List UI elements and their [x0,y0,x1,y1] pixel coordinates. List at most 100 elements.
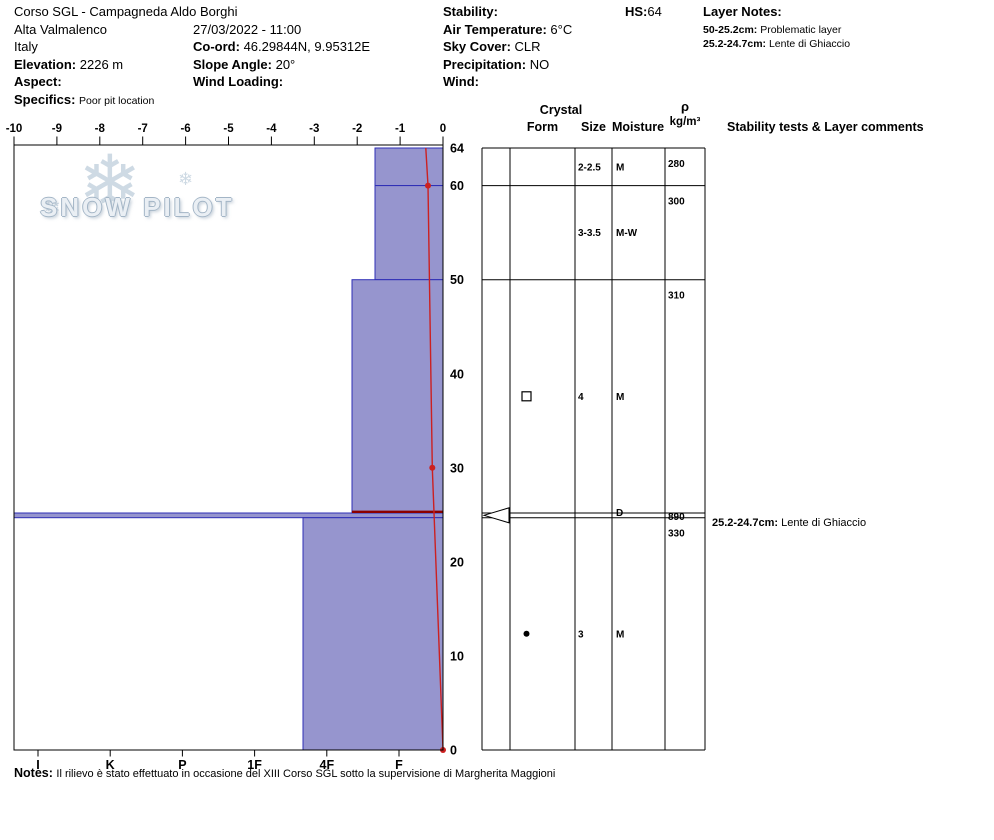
layer-comment: 25.2-24.7cm: Lente di Ghiaccio [712,517,866,529]
layer-note-text: Lente di Ghiaccio [768,38,851,50]
comments-column-header: Stability tests & Layer comments [727,120,924,134]
temp-axis-label: -5 [223,123,234,135]
layer-note-range: 25.2-24.7cm: [703,38,767,50]
temp-axis-label: 0 [440,123,446,135]
notes-label: Notes: [14,766,53,780]
hardness-axis-label: K [106,758,115,772]
temp-axis-label: -3 [309,123,319,135]
hardness-axis-label: 4F [320,758,335,772]
crystal-size-value: 3 [578,629,584,640]
crystal-size-value: 4 [578,392,584,403]
density-symbol-header: ρ [680,99,690,114]
specifics-value: Poor pit location [79,94,155,107]
density-value: 330 [668,529,685,540]
depth-axis-label: 0 [450,744,457,758]
temperature-line [425,147,444,751]
crystal-form-round-icon [523,630,530,637]
coordinates-label: Co-ord: [193,39,240,54]
layer-comment-text: Lente di Ghiaccio [778,516,867,529]
density-value: 310 [668,291,685,302]
slope-angle-field: Slope Angle: 20° [193,57,295,72]
hs-label: HS: [625,4,648,19]
hardness-bar [13,512,444,519]
precipitation-value: NO [529,56,550,72]
specifics-field: Specifics: Poor pit location [14,92,154,109]
layer-note: 50-25.2cm: Problematic layer [703,24,841,36]
crystal-form-facets-icon [521,391,532,402]
moisture-value: M-W [616,228,638,239]
moisture-value: M [616,629,624,640]
layer-note-text: Problematic layer [760,24,842,36]
air-temperature-field: Air Temperature: 6°C [443,22,572,37]
wind-label: Wind: [443,74,479,89]
layer-note: 25.2-24.7cm: Lente di Ghiaccio [703,38,850,50]
sky-cover-field: Sky Cover: CLR [443,39,541,54]
crystal-column-header: Crystal [539,103,583,117]
pit-title-text: Corso SGL - Campagneda Aldo Borghi [14,4,238,19]
specifics-label: Specifics: [14,91,76,107]
flagged-layer-arrow [482,507,510,524]
elevation-field: Elevation: 2226 m [14,57,123,72]
crystal-size-value: 2-2.5 [578,162,601,173]
hardness-bar [351,279,444,514]
coordinates-value: 46.29844N, 9.95312E [243,39,371,54]
pit-location-text: Alta Valmalenco [14,21,107,37]
depth-axis-label: 60 [450,179,464,193]
form-column-header: Form [526,120,559,134]
depth-axis-label: 40 [450,367,464,381]
coordinates-field: Co-ord: 46.29844N, 9.95312E [193,39,370,54]
aspect-field: Aspect: [14,74,62,89]
moisture-value: D [616,508,623,519]
density-unit-header: kg/m³ [669,116,701,128]
stability-field: Stability: [443,4,498,19]
size-column-header: Size [580,120,606,134]
depth-axis-label: 64 [450,142,464,156]
temp-axis-label: -1 [395,123,406,135]
depth-axis-label: 20 [450,555,464,569]
slope-angle-label: Slope Angle: [193,56,272,72]
moisture-value: M [616,162,624,173]
layer-comment-range: 25.2-24.7cm: [712,516,779,529]
temp-axis-label: -6 [180,123,190,135]
elevation-label: Elevation: [14,56,77,72]
layer-notes-label: Layer Notes: [703,4,782,19]
snowflake-icon: ❄ [44,197,61,219]
air-temperature-value: 6°C [550,21,573,37]
depth-axis-label: 10 [450,649,464,663]
temp-axis-label: -10 [6,123,23,135]
temp-axis-label: -8 [95,123,106,135]
layer-notes-header: Layer Notes: [703,4,782,19]
temperature-point [425,182,431,189]
temp-axis-label: -7 [138,123,148,135]
temperature-point [429,464,436,471]
depth-axis-label: 50 [450,273,464,287]
temp-axis-label: -2 [352,123,362,135]
slope-angle-value: 20° [275,56,296,72]
notes-text: Il rilievo è stato effettuato in occasio… [56,768,556,780]
hardness-axis-label: F [395,758,403,772]
pit-title: Corso SGL - Campagneda Aldo Borghi [14,4,238,19]
datetime: 27/03/2022 - 11:00 [193,22,301,37]
temp-axis-label: -4 [266,123,277,135]
elevation-value: 2226 m [79,56,124,72]
hardness-axis-label: 1F [247,758,262,772]
hardness-bar [302,517,444,751]
sky-cover-value: CLR [514,39,541,54]
snowpilot-watermark: SNOW PILOT [40,192,235,222]
air-temperature-label: Air Temperature: [443,21,547,37]
pit-country: Italy [14,39,38,54]
layer-note-range: 50-25.2cm: [703,24,758,36]
pit-location: Alta Valmalenco [14,22,107,37]
notes-field: Notes: Il rilievo è stato effettuato in … [14,766,555,780]
snowflake-icon: ❄ [178,169,194,189]
wind-loading-label: Wind Loading: [193,74,284,89]
temp-axis-label: -9 [52,123,62,135]
hardness-bar [374,147,444,187]
snowflake-icon: ❄ [78,141,142,226]
hs-field: HS:64 [625,4,662,19]
density-value: 300 [668,197,685,208]
wind-field: Wind: [443,74,479,89]
wind-loading-field: Wind Loading: [193,74,283,89]
hardness-axis-label: P [178,758,186,772]
